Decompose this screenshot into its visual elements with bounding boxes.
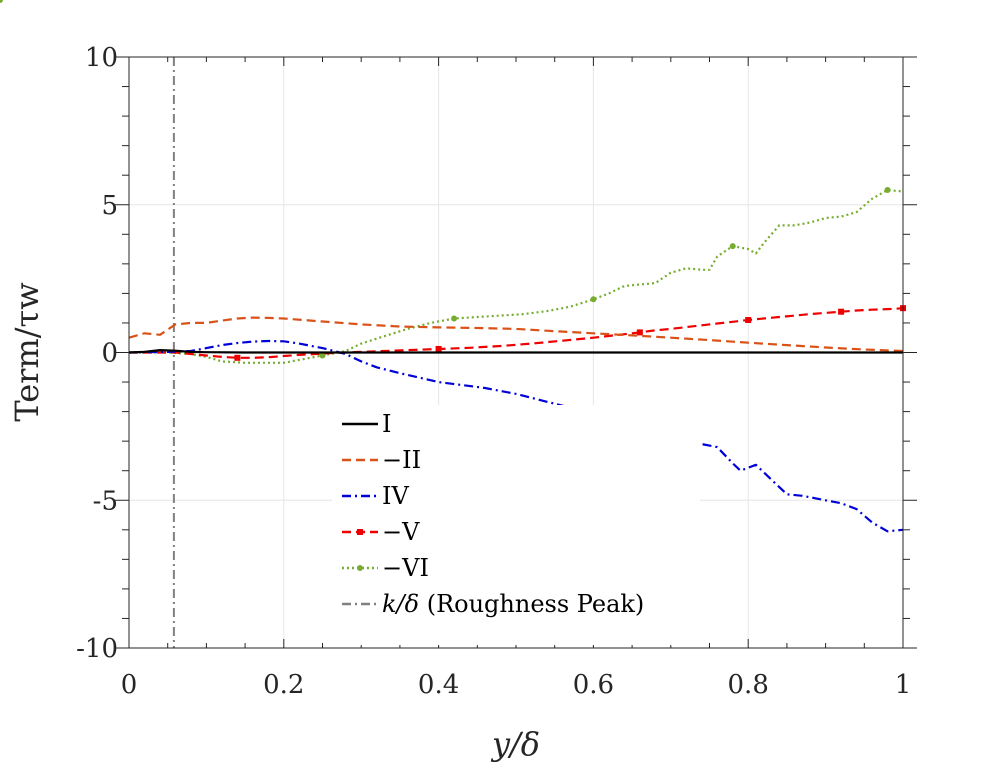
series-line-v: [129, 307, 904, 359]
y-tick-label: -10: [76, 634, 118, 664]
series-marker-circle: [884, 186, 891, 193]
series-marker-circle: [590, 296, 597, 303]
x-tick-label: 1: [895, 670, 912, 700]
x-tick-label: 0.4: [418, 670, 459, 700]
x-tick-label: 0.2: [263, 670, 304, 700]
series-line-i: [128, 349, 903, 354]
series-marker-circle: [0, 0, 3, 3]
legend-label: k/δ (Roughness Peak): [382, 590, 644, 618]
y-tick-label: -5: [93, 486, 118, 516]
x-tick-labels: 0 0.2 0.4 0.6 0.8 1: [121, 670, 912, 700]
series-marker-circle: [319, 352, 326, 359]
legend-marker-square: [357, 529, 363, 535]
y-tick-label: 10: [85, 43, 118, 73]
legend-label: I: [382, 410, 391, 438]
series-line-iv: [128, 339, 904, 533]
x-tick-label: 0.8: [728, 670, 769, 700]
legend-label: −II: [382, 446, 421, 474]
x-tick-label: 0: [121, 670, 138, 700]
legend-box: [332, 405, 700, 645]
series-line-ii: [128, 316, 904, 353]
y-tick-labels: 10 5 0 -5 -10: [76, 43, 118, 664]
series-marker-square: [435, 345, 442, 352]
y-axis-title: Term/τw: [8, 282, 46, 421]
y-tick-label: 5: [101, 191, 118, 221]
x-axis-title: y/δ: [490, 725, 540, 763]
legend: I −II IV −V −VI k/δ (Roughness Peak): [332, 405, 700, 645]
x-tick-label: 0.6: [573, 670, 614, 700]
series-marker-square: [745, 316, 752, 323]
legend-label: −VI: [382, 554, 429, 582]
plot-frame: [128, 56, 904, 649]
series-marker-circle: [451, 315, 458, 322]
series-marker-circle: [729, 243, 736, 250]
series-marker-square: [636, 329, 643, 336]
series-marker-square: [234, 354, 241, 361]
series-marker-square: [838, 308, 845, 315]
y-tick-label: 0: [101, 339, 118, 369]
series-lines: [0, 0, 906, 648]
legend-label: IV: [382, 482, 409, 510]
legend-marker-circle: [357, 565, 363, 571]
legend-label: −V: [382, 518, 420, 546]
